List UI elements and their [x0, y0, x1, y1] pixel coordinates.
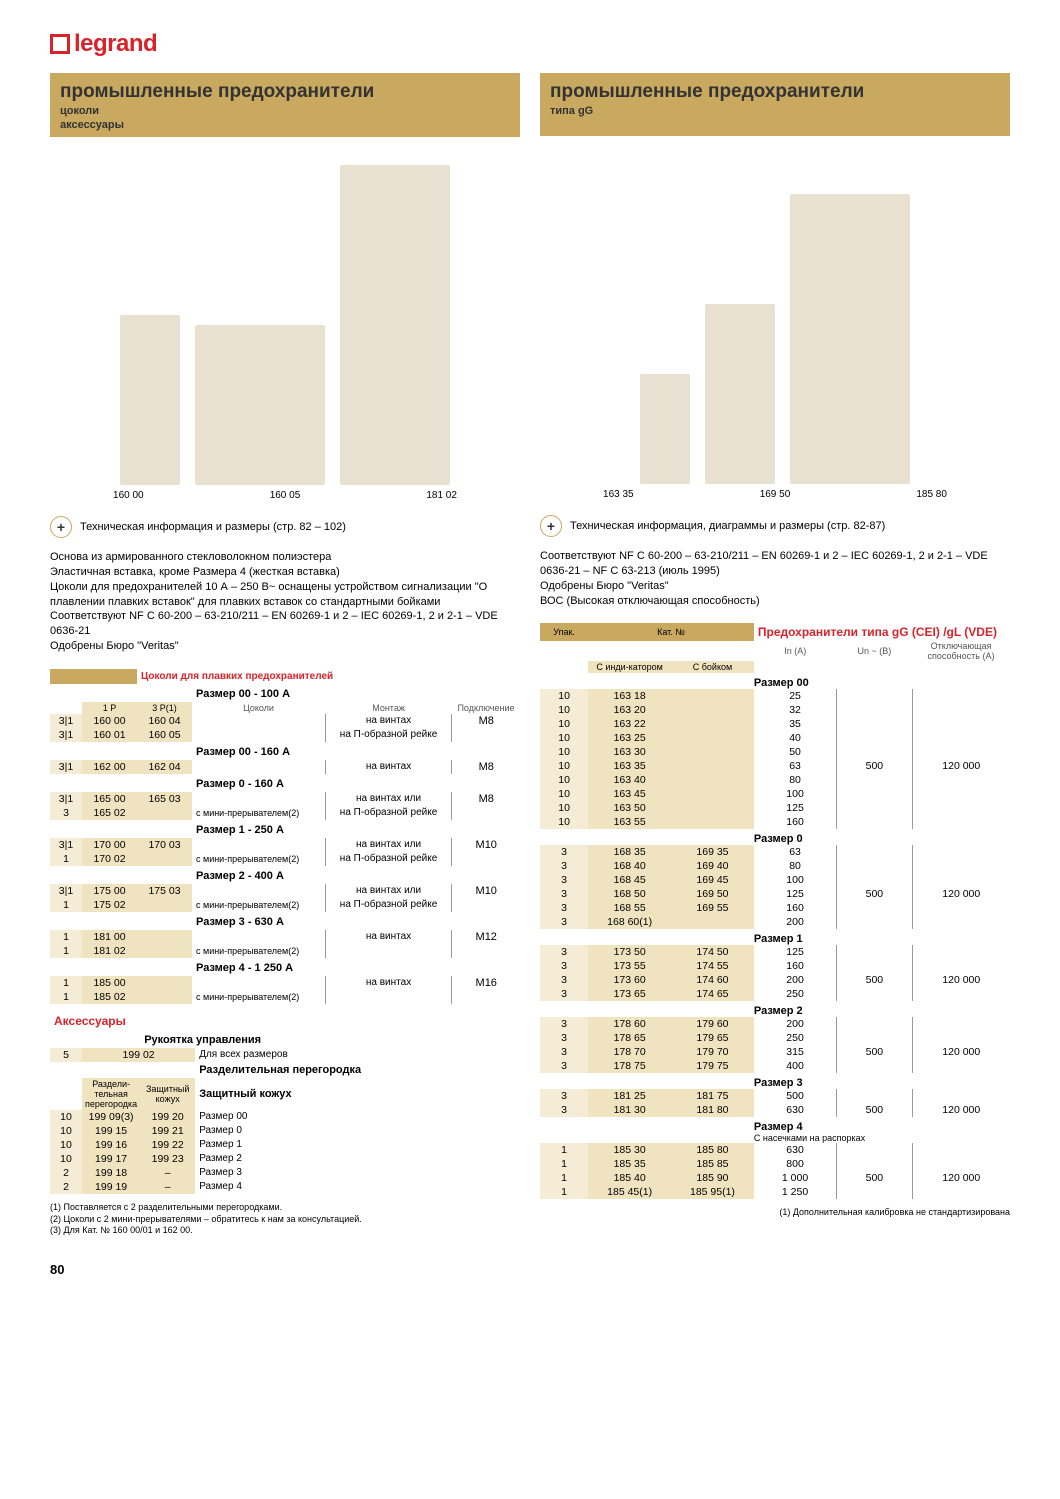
- logo-mark: [50, 34, 70, 54]
- bases-title: Цоколи для плавких предохранителей: [137, 669, 520, 684]
- right-footnote: (1) Дополнительная калибровка не стандар…: [540, 1207, 1010, 1219]
- handle-title: Рукоятка управления: [140, 1032, 520, 1048]
- right-info: + Техническая информация, диаграммы и ра…: [540, 515, 1010, 537]
- left-title: промышленные предохранители: [60, 81, 510, 103]
- handle-desc: Для всех размеров: [195, 1048, 520, 1062]
- accessories-table: Аксессуары Рукоятка управления 5199 02Дл…: [50, 1010, 520, 1194]
- logo-text: legrand: [74, 30, 157, 58]
- left-sub2: аксессуары: [60, 119, 510, 131]
- handle-cat: 199 02: [82, 1048, 195, 1062]
- left-desc: Основа из армированного стекловолокном п…: [50, 550, 520, 654]
- info-text: Техническая информация, диаграммы и разм…: [570, 520, 885, 532]
- left-photos: [50, 145, 520, 485]
- ch-cap: Отключающая способность (А): [912, 641, 1010, 661]
- right-desc: Соответствуют NF C 60-200 – 63-210/211 –…: [540, 549, 1010, 608]
- acc-title: Аксессуары: [50, 1010, 520, 1032]
- handle-pack: 5: [50, 1048, 82, 1062]
- left-sub1: цоколи: [60, 105, 510, 117]
- info-text: Техническая информация и размеры (стр. 8…: [80, 521, 346, 533]
- ch-pack: Упак.: [540, 623, 588, 641]
- ch-in: In (A): [754, 641, 837, 661]
- right-photos: [540, 144, 1010, 484]
- info-plus-icon: +: [50, 516, 72, 538]
- product-photo: [120, 315, 180, 485]
- brand-logo: legrand: [50, 30, 1010, 58]
- ch-un: Un ~ (B): [837, 641, 912, 661]
- product-photo: [340, 165, 450, 485]
- shield-title: Разделительная перегородка: [195, 1062, 520, 1078]
- left-footnotes: (1) Поставляется с 2 разделительными пер…: [50, 1202, 520, 1237]
- shield-title2: Защитный кожух: [195, 1078, 520, 1110]
- product-photo: [705, 304, 775, 484]
- right-column: промышленные предохранители типа gG 163 …: [540, 73, 1010, 1237]
- fuses-table: Упак.Кат. №Предохранители типа gG (CEI) …: [540, 623, 1010, 1199]
- right-photo-labels: 163 35 169 50 185 80: [540, 489, 1010, 500]
- shield-h1: Раздели-тельная перегородка: [82, 1078, 140, 1110]
- ch-cat: Кат. №: [588, 623, 754, 641]
- photo-label: 163 35: [603, 489, 634, 500]
- photo-label: 181 02: [426, 490, 457, 501]
- shield-h2: Защитный кожух: [140, 1078, 195, 1110]
- bases-table: Цоколи для плавких предохранителей Разме…: [50, 669, 520, 1004]
- right-sub: типа gG: [550, 105, 1000, 117]
- left-column: промышленные предохранители цоколи аксес…: [50, 73, 520, 1237]
- left-photo-labels: 160 00 160 05 181 02: [50, 490, 520, 501]
- photo-label: 160 05: [270, 490, 301, 501]
- page-number: 80: [50, 1262, 1010, 1277]
- photo-label: 185 80: [916, 489, 947, 500]
- photo-label: 169 50: [760, 489, 791, 500]
- photo-label: 160 00: [113, 490, 144, 501]
- product-photo: [195, 325, 325, 485]
- right-header: промышленные предохранители типа gG: [540, 73, 1010, 136]
- ch-c2: С бойком: [671, 661, 754, 673]
- info-plus-icon: +: [540, 515, 562, 537]
- ch-c1: С инди-катором: [588, 661, 671, 673]
- left-info: + Техническая информация и размеры (стр.…: [50, 516, 520, 538]
- product-photo: [790, 194, 910, 484]
- left-header: промышленные предохранители цоколи аксес…: [50, 73, 520, 137]
- right-title: промышленные предохранители: [550, 81, 1000, 103]
- ch-title: Предохранители типа gG (CEI) /gL (VDE): [754, 623, 1010, 641]
- product-photo: [640, 374, 690, 484]
